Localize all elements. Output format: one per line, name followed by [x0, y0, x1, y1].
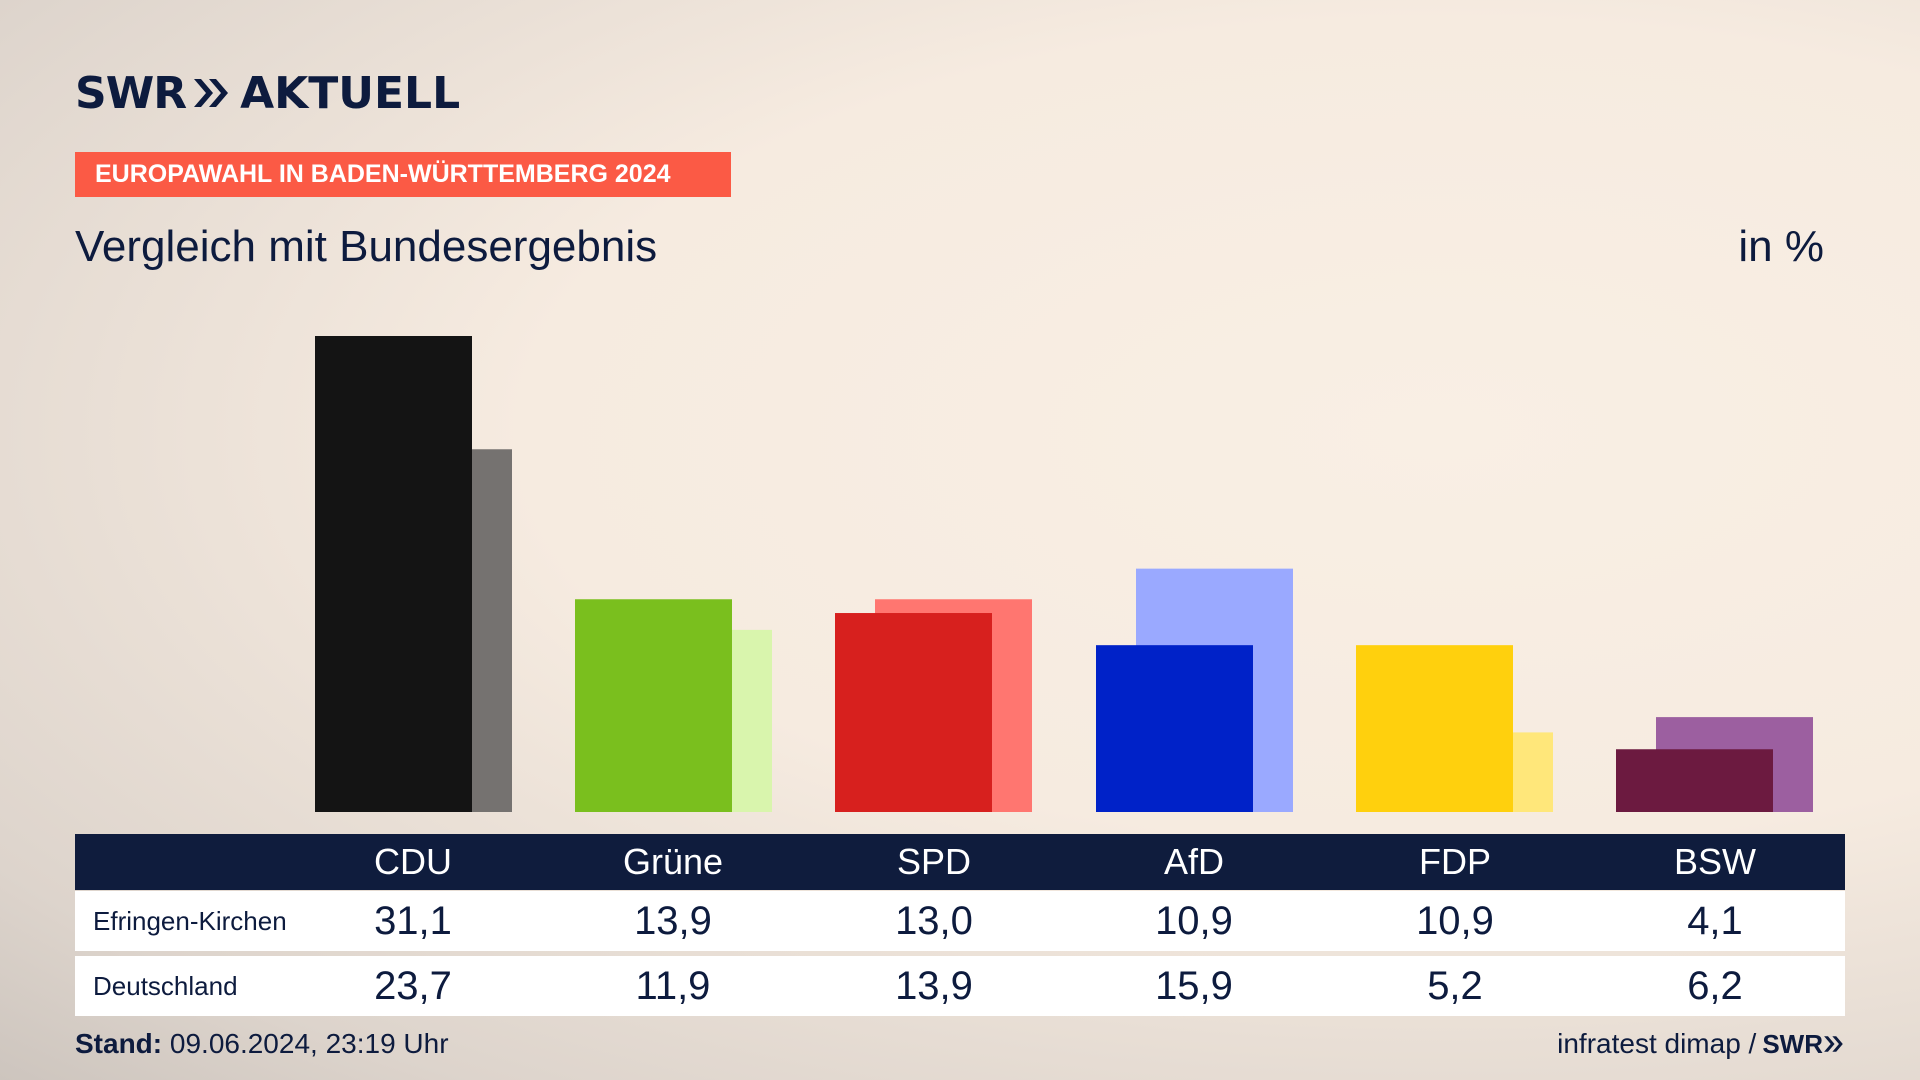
table-cell: 10,9 — [1155, 899, 1233, 943]
table-cell: 11,9 — [635, 964, 711, 1008]
row-label: Deutschland — [93, 971, 238, 1001]
table-row: Deutschland 23,7 11,9 13,9 15,9 5,2 6,2 — [75, 956, 1845, 1016]
double-chevron-icon — [1824, 1036, 1843, 1052]
table-cell: 31,1 — [374, 899, 452, 943]
bar-efringen-kirchen-gruene — [575, 599, 732, 812]
timestamp: Stand: 09.06.2024, 23:19 Uhr — [75, 1028, 449, 1060]
stand-label: Stand: — [75, 1028, 163, 1059]
table-cell: 13,9 — [895, 964, 973, 1008]
table-cell: 23,7 — [374, 964, 452, 1008]
stand-value: 09.06.2024, 23:19 Uhr — [169, 1028, 449, 1059]
table-cell: 15,9 — [1155, 964, 1233, 1008]
bar-efringen-kirchen-bsw — [1616, 749, 1773, 812]
table-cell: 4,1 — [1687, 899, 1743, 943]
table-header: CDU Grüne SPD AfD FDP BSW — [75, 834, 1845, 890]
source-swr-logo: SWR — [1762, 1028, 1823, 1059]
row-label: Efringen-Kirchen — [93, 906, 287, 936]
swr-aktuell-logo: SWR AKTUELL — [75, 67, 461, 119]
column-header: FDP — [1419, 841, 1491, 882]
column-header: Grüne — [622, 841, 724, 882]
unit-label: in % — [1738, 222, 1824, 271]
bar-efringen-kirchen-afd — [1096, 645, 1253, 812]
table-cell: 13,9 — [634, 899, 712, 943]
logo-aktuell-text: AKTUELL — [240, 67, 461, 119]
bar-efringen-kirchen-spd — [835, 613, 992, 812]
column-header: AfD — [1163, 841, 1224, 882]
election-badge: EUROPAWAHL IN BADEN-WÜRTTEMBERG 2024 — [75, 152, 731, 197]
bar-efringen-kirchen-cdu — [315, 336, 472, 812]
table-row: Efringen-Kirchen 31,1 13,9 13,0 10,9 10,9 4,1 — [75, 891, 1845, 951]
bar-efringen-kirchen-fdp — [1356, 645, 1513, 812]
table-cell: 10,9 — [1416, 899, 1494, 943]
source-text: infratest dimap / — [1557, 1028, 1757, 1059]
table-cell: 13,0 — [895, 899, 973, 943]
table-cell: 5,2 — [1427, 964, 1483, 1008]
source-credit: infratest dimap / SWR — [1557, 1028, 1845, 1060]
double-chevron-icon — [194, 79, 229, 107]
column-header: BSW — [1673, 841, 1756, 882]
table-cell: 6,2 — [1687, 964, 1743, 1008]
column-header: SPD — [896, 841, 972, 882]
logo-swr-text: SWR — [75, 67, 187, 119]
column-header: CDU — [374, 841, 452, 882]
chart-subtitle: Vergleich mit Bundesergebnis — [75, 222, 658, 271]
